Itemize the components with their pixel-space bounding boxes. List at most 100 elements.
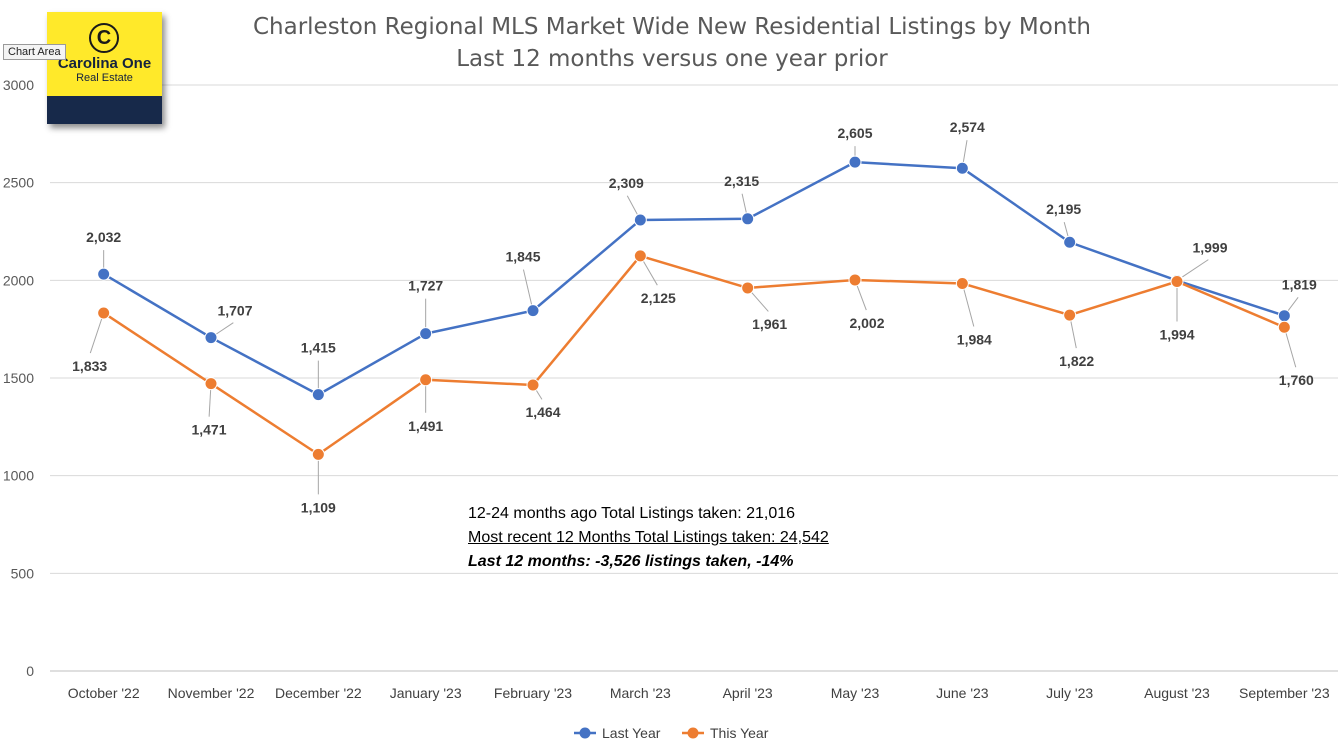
y-tick-label: 1000 <box>3 468 34 484</box>
carolina-one-logo: C Carolina One Real Estate <box>47 12 162 124</box>
data-point <box>955 276 969 290</box>
chart-title: Charleston Regional MLS Market Wide New … <box>252 14 1091 40</box>
leader-line <box>741 193 747 214</box>
chart-subtitle: Last 12 months versus one year prior <box>456 46 888 72</box>
data-label: 2,125 <box>641 290 676 306</box>
data-label: 1,707 <box>217 303 252 319</box>
leader-line <box>1181 259 1209 278</box>
data-label: 1,760 <box>1279 372 1314 388</box>
series-group: 2,032 1,707 1,415 1,727 1,845 2,309 2,315 2,605… <box>72 119 1317 515</box>
data-point <box>526 378 540 392</box>
annotation-recent-total: Most recent 12 Months Total Listings tak… <box>468 529 829 546</box>
data-point <box>419 373 433 387</box>
leader-line <box>1287 296 1299 312</box>
data-label: 1,994 <box>1159 327 1194 343</box>
y-tick-label: 0 <box>26 663 34 679</box>
leader-line <box>522 269 533 305</box>
data-label: 2,002 <box>849 315 884 331</box>
annotation-change: Last 12 months: -3,526 listings taken, -… <box>468 553 794 570</box>
data-label: 1,471 <box>191 422 226 438</box>
legend-marker <box>687 727 699 739</box>
leader-line <box>89 318 103 354</box>
x-tick-label: March '23 <box>610 685 671 701</box>
data-label: 2,605 <box>837 125 872 141</box>
y-tick-label: 1500 <box>3 370 34 386</box>
y-tick-label: 3000 <box>3 77 34 93</box>
leader-line <box>1285 332 1297 368</box>
data-label: 1,464 <box>525 404 560 420</box>
logo-band <box>47 96 162 124</box>
y-tick-label: 500 <box>11 565 35 581</box>
data-point <box>97 267 111 281</box>
leader-line <box>962 140 968 163</box>
data-point <box>1277 309 1291 323</box>
logo-name: Carolina One <box>57 55 152 72</box>
y-tick-label: 2000 <box>3 272 34 288</box>
copyright-c-icon: C <box>89 23 119 53</box>
data-point <box>633 213 647 227</box>
data-label: 1,833 <box>72 358 107 374</box>
series-line <box>102 254 1285 456</box>
legend: Last Year This Year <box>574 725 769 741</box>
leader-line <box>751 292 769 312</box>
data-point <box>204 377 218 391</box>
data-point <box>741 281 755 295</box>
x-tick-label: August '23 <box>1144 685 1210 701</box>
x-tick-label: November '22 <box>168 685 255 701</box>
x-tick-label: July '23 <box>1046 685 1093 701</box>
data-label: 1,491 <box>408 418 443 434</box>
data-label: 1,984 <box>957 331 992 347</box>
x-tick-label: October '22 <box>68 685 140 701</box>
legend-marker <box>579 727 591 739</box>
leader-line <box>1070 320 1077 349</box>
leader-line <box>856 285 867 311</box>
legend-entry: This Year <box>682 725 769 741</box>
x-tick-label: May '23 <box>831 685 880 701</box>
chart-area-tooltip: Chart Area <box>3 44 66 60</box>
data-point <box>1063 308 1077 322</box>
data-point <box>526 304 540 318</box>
data-label: 2,574 <box>950 119 985 135</box>
data-label: 2,309 <box>609 175 644 191</box>
logo-sub: Real Estate <box>76 72 133 84</box>
data-point <box>419 327 433 341</box>
data-point <box>97 306 111 320</box>
data-point <box>204 331 218 345</box>
x-tick-label: January '23 <box>390 685 462 701</box>
leader-line <box>642 260 658 286</box>
data-point <box>741 212 755 226</box>
data-label: 2,195 <box>1046 201 1081 217</box>
gridlines <box>50 84 1338 672</box>
annotation-prior-total: 12-24 months ago Total Listings taken: 2… <box>468 505 796 522</box>
data-point <box>1063 235 1077 249</box>
data-point <box>633 249 647 263</box>
data-point <box>311 447 325 461</box>
data-point <box>848 273 862 287</box>
legend-label: This Year <box>710 725 769 741</box>
data-label: 1,109 <box>301 499 336 515</box>
leader-line <box>535 389 543 400</box>
legend-entry: Last Year <box>574 725 661 741</box>
x-tick-label: September '23 <box>1239 685 1330 701</box>
data-label: 1,845 <box>505 249 540 265</box>
data-label: 2,032 <box>86 229 121 245</box>
leader-line <box>208 389 212 417</box>
data-point <box>1170 275 1184 289</box>
data-label: 1,999 <box>1192 240 1227 256</box>
data-label: 1,961 <box>752 316 787 332</box>
series-last-year: 2,032 1,707 1,415 1,727 1,845 2,309 2,315 2,605… <box>86 119 1317 402</box>
data-label: 1,727 <box>408 278 443 294</box>
x-tick-label: December '22 <box>275 685 362 701</box>
x-tick-label: June '23 <box>936 685 989 701</box>
series-line <box>103 160 1285 396</box>
leader-line <box>215 322 234 335</box>
data-label: 2,315 <box>724 173 759 189</box>
data-point <box>848 155 862 169</box>
data-point <box>311 388 325 402</box>
leader-line <box>1063 222 1069 237</box>
data-point <box>1277 320 1291 334</box>
x-axis: October '22 November '22 December '22 Janua… <box>68 685 1330 701</box>
data-label: 1,415 <box>301 340 336 356</box>
data-label: 1,822 <box>1059 353 1094 369</box>
